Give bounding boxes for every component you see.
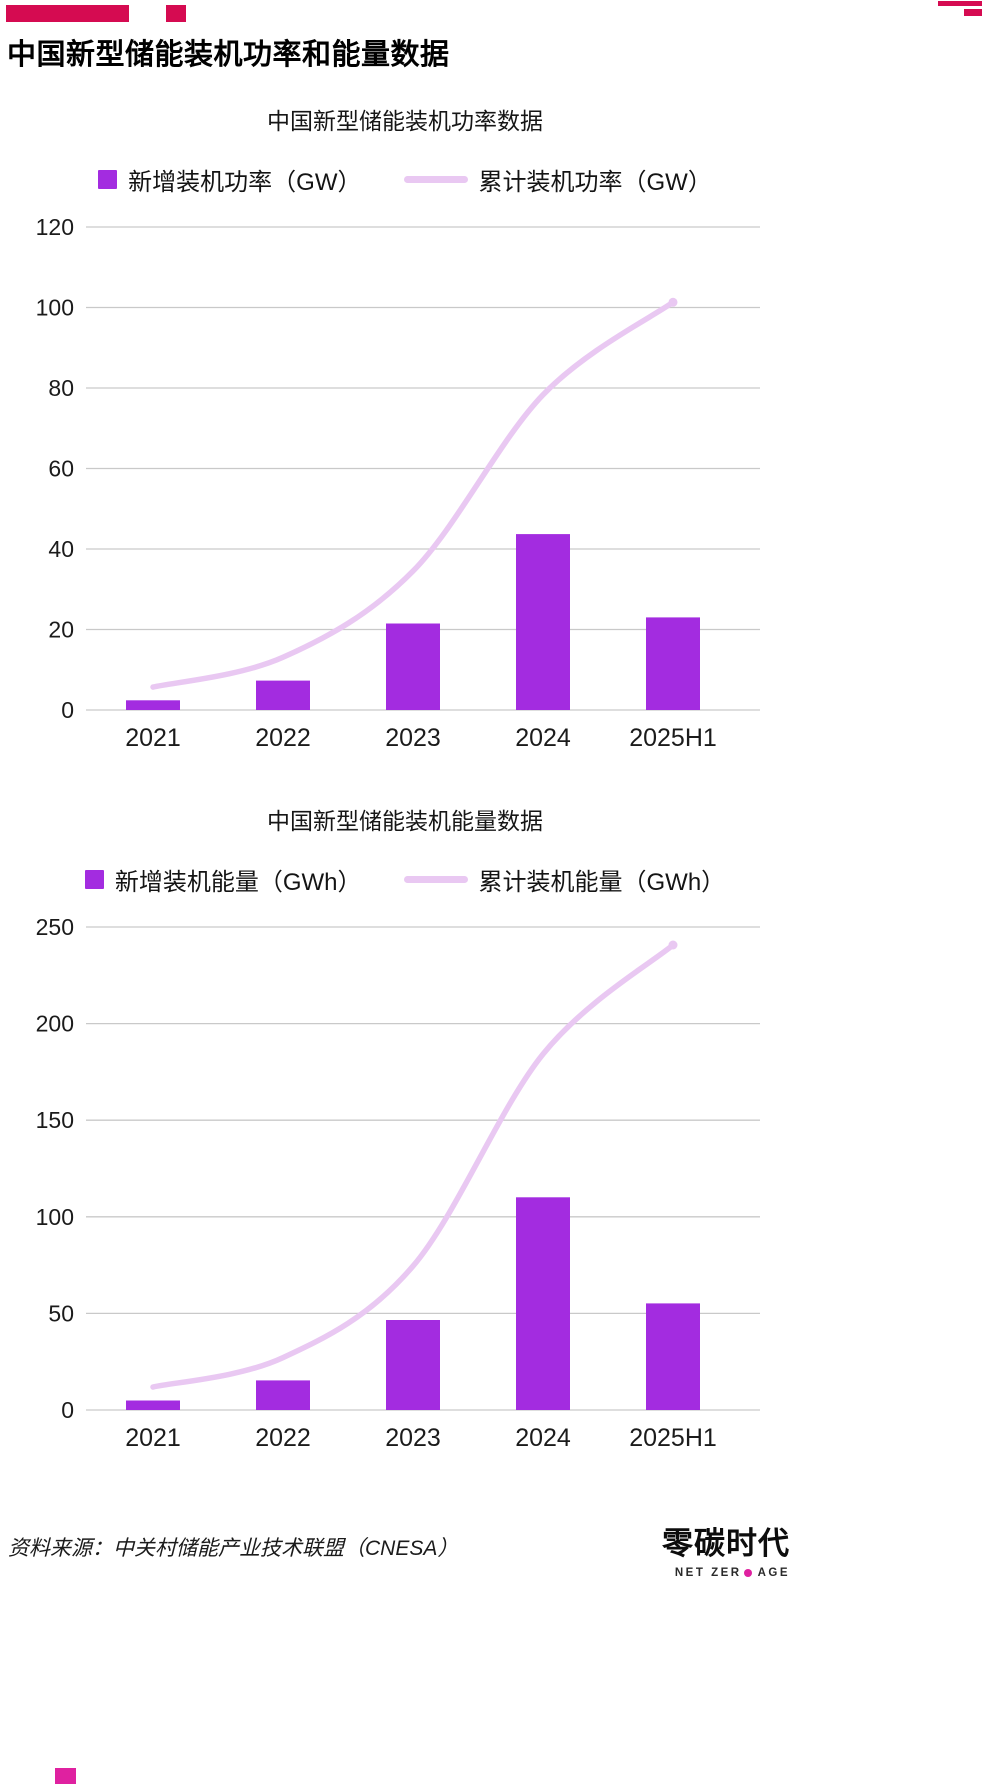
y-axis-tick-label: 150	[36, 1107, 74, 1133]
x-axis-label: 2021	[125, 1424, 181, 1452]
energy-chart-legend: 新增装机能量（GWh） 累计装机能量（GWh）	[0, 862, 810, 897]
header-decor-bars	[6, 5, 186, 22]
brand-logo-cn: 零碳时代	[662, 1526, 790, 1561]
y-axis-tick-label: 100	[36, 1204, 74, 1230]
bar-2021	[126, 700, 180, 710]
legend-bar-label: 新增装机能量（GWh）	[114, 869, 362, 896]
x-axis-label: 2023	[385, 724, 441, 752]
y-axis-tick-label: 120	[36, 214, 74, 240]
bar-2024	[516, 534, 570, 710]
energy-chart: 0 50 100 150 200 250 2021 2022 2023 2024 2025H1	[36, 914, 760, 1452]
page-title: 中国新型储能装机功率和能量数据	[7, 39, 450, 71]
y-axis-tick-label: 0	[61, 697, 74, 723]
bar-2024	[516, 1197, 570, 1410]
header-decor-bars-right	[938, 1, 982, 16]
x-axis-label: 2024	[515, 1424, 571, 1452]
decor-bar-long	[6, 5, 129, 22]
line-end-dot	[668, 940, 678, 950]
bar-2022	[256, 680, 310, 710]
legend-line-label: 累计装机能量（GWh）	[478, 869, 726, 896]
bar-2025H1	[646, 617, 700, 710]
brand-logo-en-right: AGE	[757, 1567, 790, 1579]
legend-line-label: 累计装机功率（GW）	[478, 169, 712, 196]
y-axis-tick-label: 200	[36, 1011, 74, 1037]
y-axis-tick-label: 50	[48, 1300, 74, 1326]
x-axis-label: 2021	[125, 724, 181, 752]
y-axis-tick-label: 250	[36, 914, 74, 940]
bar-2021	[126, 1400, 180, 1410]
legend-bar-swatch	[98, 170, 118, 189]
power-chart: 0 20 40 60 80 100 120 2021 2022 2023 2024 2025H1	[36, 214, 760, 752]
y-axis-tick-label: 0	[61, 1397, 74, 1423]
x-axis-label: 2025H1	[629, 724, 717, 752]
power-chart-title: 中国新型储能装机功率数据	[267, 108, 543, 134]
brand-logo-en-left: NET ZER	[674, 1567, 742, 1579]
legend-bar-label: 新增装机功率（GW）	[128, 169, 362, 196]
energy-chart-title: 中国新型储能装机能量数据	[267, 808, 543, 834]
brand-logo-en: NET ZER AGE	[662, 1567, 790, 1579]
bar-2023	[386, 623, 440, 710]
cumulative-line	[150, 942, 676, 1390]
x-axis-label: 2022	[255, 724, 311, 752]
x-axis-label: 2023	[385, 1424, 441, 1452]
legend-line-swatch	[403, 176, 468, 183]
x-axis-label: 2025H1	[629, 1424, 717, 1452]
footer-decor-square	[55, 1768, 76, 1784]
brand-logo: 零碳时代 NET ZER AGE	[662, 1518, 790, 1579]
decor-bar-small	[964, 9, 982, 16]
cumulative-line	[150, 299, 676, 690]
brand-logo-dot-icon	[743, 1569, 752, 1577]
x-axis-label: 2024	[515, 724, 571, 752]
decor-bar-thin	[938, 1, 982, 6]
line-end-dot	[668, 297, 678, 307]
y-axis-tick-label: 40	[48, 536, 74, 562]
decor-bar-short	[166, 5, 186, 22]
source-note: 资料来源：中关村储能产业技术联盟（CNESA）	[8, 1537, 459, 1560]
y-axis-tick-label: 60	[48, 456, 74, 482]
y-axis-tick-label: 80	[48, 375, 74, 401]
legend-line-swatch	[403, 876, 468, 883]
power-chart-legend: 新增装机功率（GW） 累计装机功率（GW）	[0, 162, 810, 197]
legend-bar-swatch	[84, 870, 104, 889]
bar-2022	[256, 1380, 310, 1410]
bar-2023	[386, 1320, 440, 1410]
y-axis-tick-label: 100	[36, 295, 74, 321]
y-axis-tick-label: 20	[48, 617, 74, 643]
bar-2025H1	[646, 1303, 700, 1410]
x-axis-label: 2022	[255, 1424, 311, 1452]
